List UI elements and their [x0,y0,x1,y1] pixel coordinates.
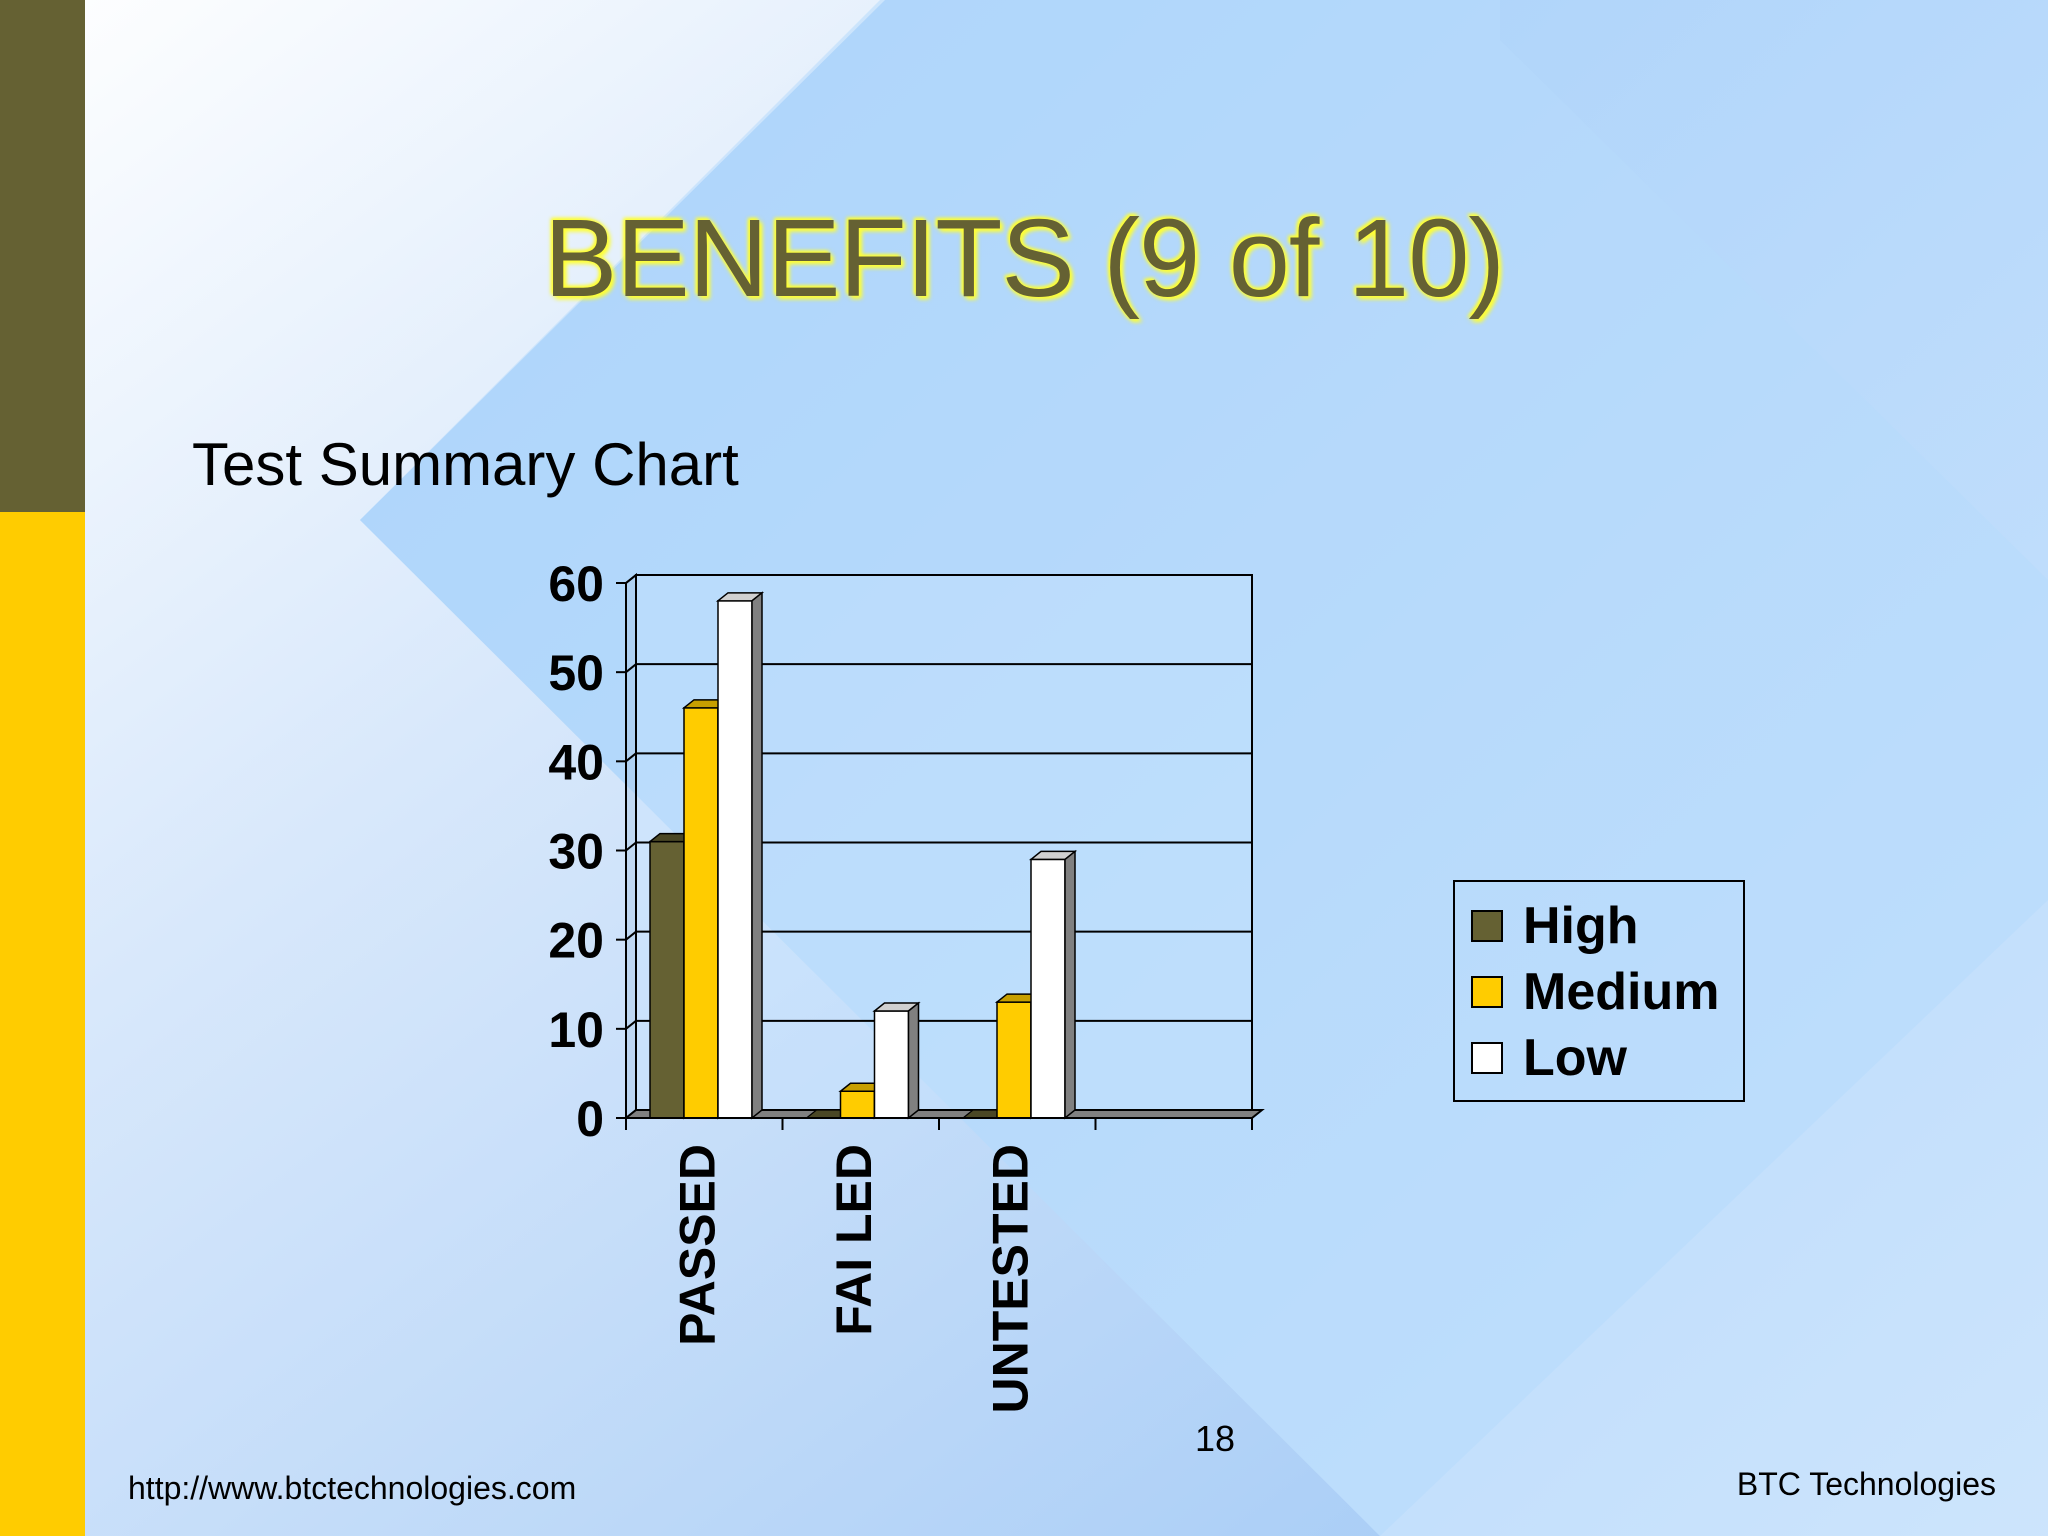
y-tick-label: 10 [548,1002,604,1058]
y-tick-label: 20 [548,913,604,969]
bar-side-low [1064,849,1076,1120]
gridline-diag [625,930,637,941]
y-tick-label: 40 [548,734,604,790]
legend-label-high: High [1523,897,1639,955]
gridline-diag [625,1020,637,1030]
bar-medium [683,707,719,1119]
legend-item-low: Low [1471,1028,1627,1088]
legend-label-medium: Medium [1523,963,1720,1021]
footer-url: http://www.btctechnologies.com [128,1470,577,1506]
gridline-diag [625,574,637,584]
gridline-diag [625,663,637,673]
legend-swatch-high [1471,910,1503,942]
bar-side-low [907,1001,920,1120]
footer-company: BTC Technologies [1736,1466,1996,1502]
page-number: 18 [1195,1418,1236,1459]
y-tick-label: 60 [548,556,604,612]
bar-side-low [751,591,763,1120]
bar-low [873,1010,910,1119]
gridline-diag [625,752,637,763]
y-tick-label: 50 [548,645,604,701]
legend-swatch-low [1471,1042,1503,1074]
legend-label-low: Low [1523,1029,1627,1087]
bar-medium [996,1001,1032,1119]
slide-title: BENEFITS (9 of 10) [543,197,1505,320]
left-accent-gold [0,512,85,1536]
chart-legend: High Medium Low [1453,880,1745,1102]
x-category-label: PASSED [669,1144,725,1346]
bar-high [649,840,685,1119]
y-tick-label: 30 [548,824,604,880]
bar-medium [839,1090,876,1119]
legend-item-high: High [1471,896,1639,956]
chart-subtitle: Test Summary Chart [192,431,739,498]
bar-low [717,600,753,1119]
gridline-diag [625,841,637,852]
legend-swatch-medium [1471,976,1503,1008]
x-category-label: UNTESTED [982,1144,1038,1413]
left-accent-olive [0,0,85,512]
y-tick-label: 0 [576,1091,604,1147]
legend-item-medium: Medium [1471,962,1719,1022]
x-category-label: FAI LED [826,1144,882,1336]
bar-low [1030,858,1066,1119]
